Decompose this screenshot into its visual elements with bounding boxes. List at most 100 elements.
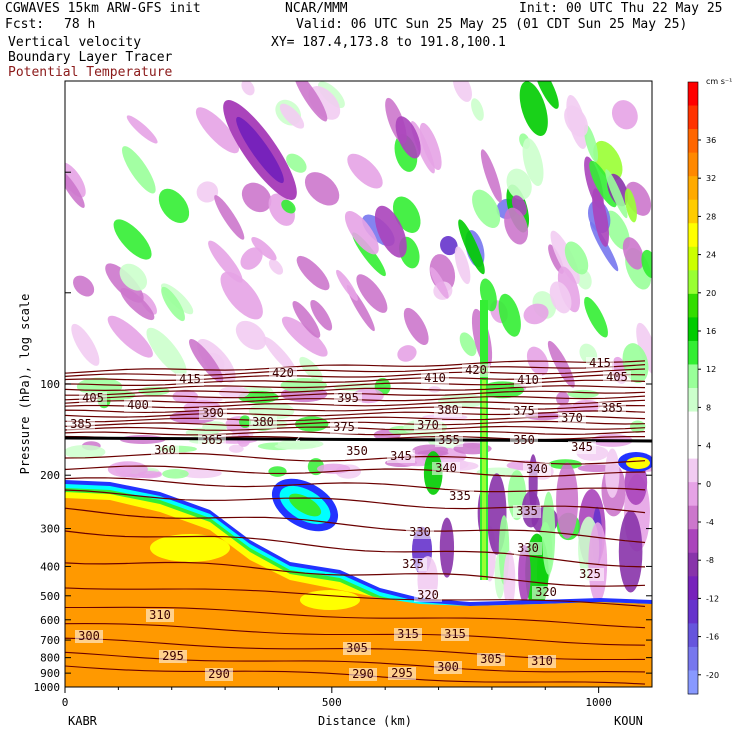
valid-time: Valid: 06 UTC Sun 25 May 25 (01 CDT Sun … (296, 17, 688, 32)
pbl-tracer-lobe (626, 457, 650, 469)
theta-label-bg (249, 416, 277, 429)
model-title: CGWAVES 15km ARW-GFS init (5, 1, 201, 16)
updraft-cell (541, 491, 556, 575)
colorbar-swatch (688, 129, 698, 154)
x-tick-label: 500 (322, 696, 342, 709)
downdraft-cell (65, 170, 85, 208)
downdraft-cell (241, 81, 255, 96)
theta-contour (65, 586, 646, 607)
theta-label-bg (124, 399, 152, 412)
theta-contour (65, 530, 646, 568)
updraft-cell (122, 146, 156, 194)
updraft-cell (624, 188, 637, 223)
theta-label-bg (343, 642, 371, 655)
cross-section-coords: XY= 187.4,173.8 to 191.8,100.1 (271, 35, 506, 50)
colorbar-swatch (688, 458, 698, 483)
downdraft-cell (547, 340, 575, 388)
theta-label: 410 (424, 371, 446, 385)
y-tick-label: 300 (40, 523, 60, 536)
theta-label: 370 (417, 418, 439, 432)
theta-label: 305 (346, 641, 368, 655)
downdraft-cell (263, 336, 297, 374)
y-tick-label: 1000 (34, 681, 61, 694)
theta-label: 325 (579, 567, 601, 581)
theta-label: 405 (82, 391, 104, 405)
theta-label: 300 (78, 629, 100, 643)
updraft-cell (584, 124, 599, 162)
downdraft-cell (336, 269, 358, 301)
theta-contour (65, 560, 646, 587)
updraft-cell (76, 377, 123, 396)
updraft-cell (268, 466, 287, 477)
theta-label-bg (414, 589, 442, 602)
colorbar: 36 32 28 24 20 16 12 8 4 0 -4 -8 -12 -16 -20 (687, 81, 719, 695)
theta-label-bg (388, 667, 416, 680)
colorbar-swatch (688, 364, 698, 389)
colorbar-tick-label: -4 (706, 518, 714, 527)
theta-contour (65, 651, 646, 673)
theta-label-bg (586, 357, 614, 370)
theta-contour (65, 489, 646, 514)
colorbar-tick-label: 8 (706, 403, 711, 412)
updraft-cell (238, 415, 251, 428)
downdraft-cell (344, 210, 379, 255)
theta-label-bg (421, 372, 449, 385)
colorbar-swatch (688, 340, 698, 365)
theta-label-bg (603, 371, 631, 384)
theta-label: 355 (438, 433, 460, 447)
theta-label: 330 (409, 525, 431, 539)
colorbar-swatch (688, 482, 698, 507)
downdraft-cell (195, 107, 240, 154)
colorbar-swatch (688, 505, 698, 530)
theta-label: 350 (346, 444, 368, 458)
theta-label: 385 (70, 417, 92, 431)
theta-contour (65, 404, 646, 414)
downdraft-cell (126, 115, 158, 144)
tropopause-label: 2 (295, 434, 300, 444)
theta-label: 360 (154, 443, 176, 457)
y-tick-label: 200 (40, 469, 60, 482)
theta-label-bg (334, 392, 362, 405)
updraft-cell (564, 241, 589, 275)
theta-label-bg (387, 450, 415, 463)
theta-label-bg (205, 668, 233, 681)
theta-contour (65, 606, 646, 629)
theta-label: 415 (179, 372, 201, 386)
theta-label: 340 (526, 462, 548, 476)
colorbar-swatch (688, 223, 698, 248)
updraft-cell (65, 445, 106, 459)
theta-label: 310 (149, 608, 171, 622)
theta-label: 375 (513, 404, 535, 418)
updraft-cell (604, 210, 630, 250)
theta-contour (65, 373, 646, 386)
updraft-cell (281, 199, 296, 214)
colorbar-tick-label: -8 (706, 556, 714, 565)
downdraft-cell (73, 275, 95, 297)
theta-label: 410 (517, 373, 539, 387)
colorbar-swatch (688, 646, 698, 671)
theta-label: 325 (402, 557, 424, 571)
downdraft-cell (588, 522, 608, 603)
colorbar-swatch (688, 176, 698, 201)
theta-label-bg (406, 526, 434, 539)
y-tick-label: 800 (40, 652, 60, 665)
theta-label: 330 (517, 541, 539, 555)
colorbar-swatch (688, 82, 698, 107)
colorbar-swatch (688, 529, 698, 554)
colorbar-tick-label: 36 (706, 136, 716, 145)
theta-label-bg (159, 650, 187, 663)
theta-contour (65, 385, 646, 396)
center-label: NCAR/MMM (285, 1, 348, 16)
colorbar-swatch (688, 270, 698, 295)
colorbar-swatch (688, 246, 698, 271)
theta-label-bg (514, 374, 542, 387)
theta-label-bg (558, 412, 586, 425)
downdraft-cell (550, 230, 580, 285)
downdraft-cell (480, 149, 502, 203)
theta-label: 290 (352, 667, 374, 681)
theta-label: 320 (417, 588, 439, 602)
downdraft-cell (292, 301, 321, 338)
theta-label-bg (146, 609, 174, 622)
y-axis-label: Pressure (hPa), log scale (18, 294, 32, 475)
downdraft-cell (235, 320, 267, 350)
